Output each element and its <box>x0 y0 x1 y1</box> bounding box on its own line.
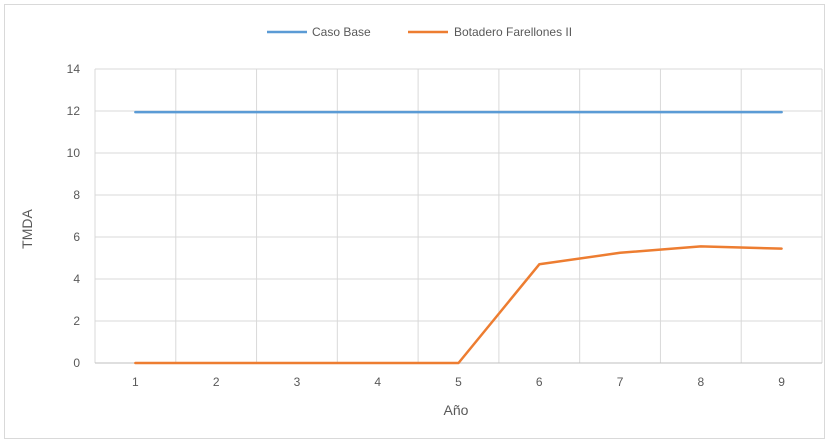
x-axis-title: Año <box>444 402 469 418</box>
y-tick-label: 2 <box>73 314 80 328</box>
x-tick-label: 2 <box>213 375 220 389</box>
y-tick-label: 10 <box>67 146 81 160</box>
x-tick-label: 7 <box>617 375 624 389</box>
y-axis-title: TMDA <box>19 209 35 249</box>
y-tick-label: 4 <box>73 272 80 286</box>
legend: Caso Base Botadero Farellones II <box>267 25 572 39</box>
y-tick-label: 12 <box>67 104 81 118</box>
x-tick-label: 9 <box>778 375 785 389</box>
y-tick-label: 14 <box>67 62 81 76</box>
legend-label-1: Caso Base <box>312 25 371 39</box>
series-line-2 <box>134 245 783 365</box>
x-tick-label: 4 <box>374 375 381 389</box>
y-tick-label: 6 <box>73 230 80 244</box>
legend-label-2: Botadero Farellones II <box>454 25 572 39</box>
chart-frame: 0 2 4 6 8 10 12 14 1 2 3 4 5 6 7 8 9 Caso Base Botadero F… <box>4 4 825 439</box>
series-layer <box>134 110 783 365</box>
x-tick-label: 6 <box>536 375 543 389</box>
y-tick-label: 0 <box>73 356 80 370</box>
x-tick-label: 5 <box>455 375 462 389</box>
y-tick-label: 8 <box>73 188 80 202</box>
x-tick-label: 1 <box>132 375 139 389</box>
x-tick-label: 8 <box>697 375 704 389</box>
x-tick-label: 3 <box>294 375 301 389</box>
